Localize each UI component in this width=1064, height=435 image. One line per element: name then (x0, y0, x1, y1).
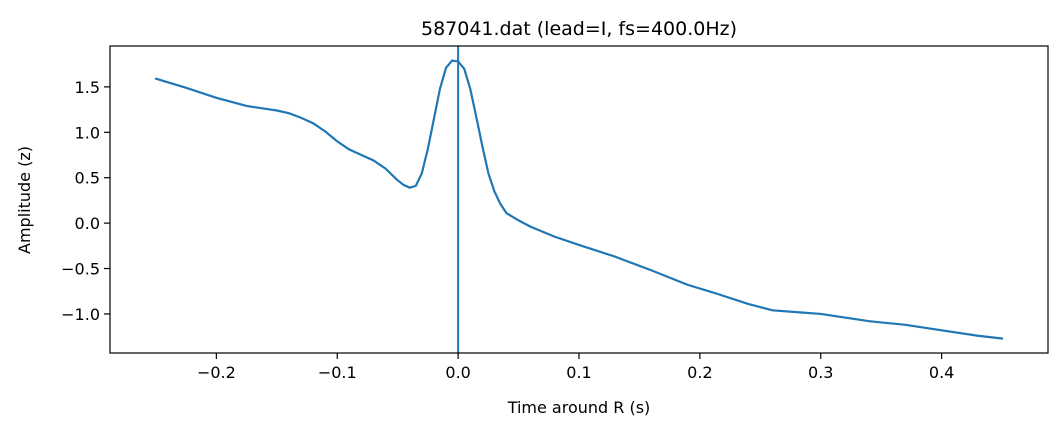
y-tick-label: 0.5 (75, 169, 100, 188)
x-tick-label: 0.1 (566, 363, 591, 382)
plot-frame (109, 45, 1049, 354)
x-tick-label: −0.2 (197, 363, 236, 382)
plot-area (154, 46, 1004, 353)
chart-title: 587041.dat (lead=I, fs=400.0Hz) (421, 18, 737, 40)
y-tick-label: 0.0 (75, 214, 100, 233)
y-axis-label: Amplitude (z) (15, 146, 34, 254)
y-tick-label: 1.0 (75, 123, 100, 142)
y-tick-label: 1.5 (75, 78, 100, 97)
x-tick-label: 0.3 (808, 363, 833, 382)
x-tick-label: 0.0 (445, 363, 470, 382)
x-tick-label: 0.4 (929, 363, 954, 382)
y-tick-label: −1.0 (61, 305, 100, 324)
x-tick-label: −0.1 (318, 363, 357, 382)
y-axis: 1.5 1.0 0.5 0.0 −0.5 −1.0 (61, 78, 110, 324)
y-tick-label: −0.5 (61, 260, 100, 279)
x-axis: −0.2 −0.1 0.0 0.1 0.2 0.3 0.4 (197, 353, 954, 382)
series-line-0 (154, 59, 1004, 340)
x-tick-label: 0.2 (687, 363, 712, 382)
x-axis-label: Time around R (s) (507, 398, 651, 417)
